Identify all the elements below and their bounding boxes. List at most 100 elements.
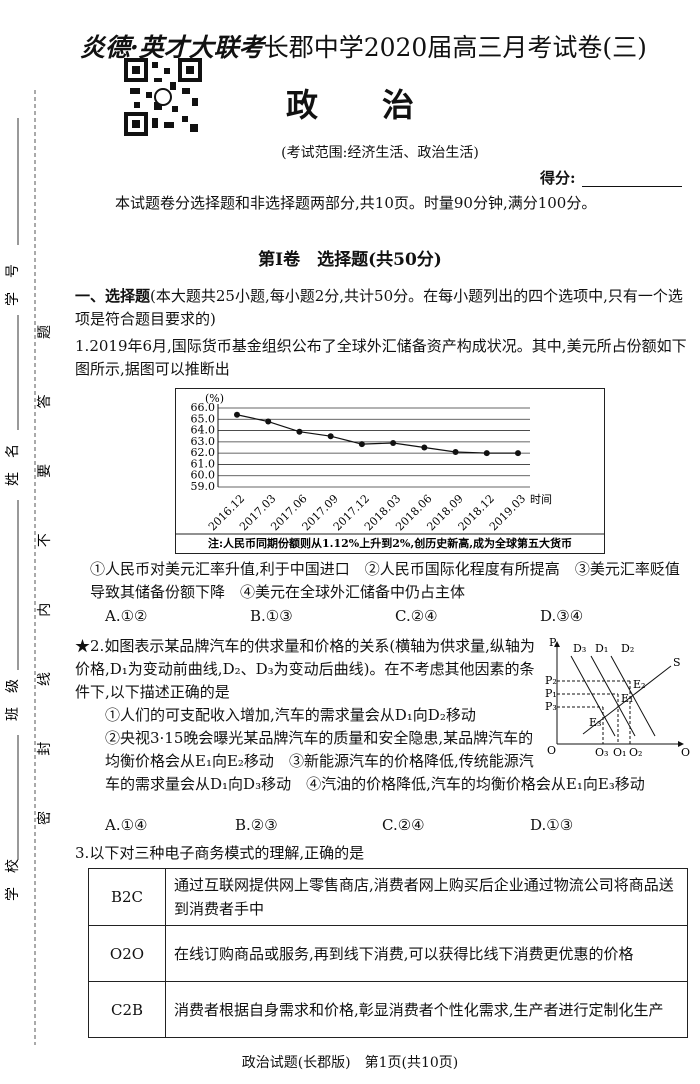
statement: ②央视3·15晚会曝光某品牌汽车的质量和安全隐患,某品牌汽车的均衡价格会从E₁向…	[105, 729, 534, 770]
data-line	[236, 414, 518, 454]
subject: 政 治	[285, 86, 414, 124]
y-tick-label: 64.0	[191, 424, 216, 437]
question-number: 3.	[75, 844, 90, 862]
option: B.②③	[235, 816, 278, 834]
table-cell: C2B	[88, 981, 166, 1038]
unit-label: (%)	[205, 392, 224, 405]
score-line	[582, 186, 682, 187]
data-point	[296, 428, 303, 435]
origin-label: O	[547, 744, 556, 756]
question-number: 1.	[75, 337, 90, 355]
intro: 本试题卷分选择题和非选择题两部分,共10页。时量90分钟,满分100分。	[115, 194, 597, 212]
option: C.②④	[382, 816, 425, 834]
question: 3.以下对三种电子商务模式的理解,正确的是	[75, 842, 364, 863]
statement: ③美元汇率贬值导致其储备份额下降	[90, 560, 680, 601]
y-tick-label: 60.0	[191, 469, 216, 482]
table-row: O2O 在线订购商品或服务,再到线下消费,可以获得比线下消费更优惠的价格	[88, 925, 688, 982]
data-point	[265, 418, 272, 425]
data-point	[421, 444, 428, 451]
mode-table: B2C 通过互联网提供网上零售商店,消费者网上购买后企业通过物流公司将商品送到消费…	[88, 868, 688, 1038]
chart-frame	[175, 388, 605, 554]
y-tick-label: 63.0	[191, 435, 216, 448]
data-point	[452, 449, 459, 456]
demand-curve	[610, 655, 656, 737]
seal-notice: 密封线内不要答题	[36, 325, 53, 825]
field-label: 学 校	[4, 859, 21, 901]
option: A.①②	[105, 607, 148, 625]
question-stem: 2019年6月,国际货币基金组织公布了全球外汇储备资产构成状况。其中,美元所占份…	[75, 337, 687, 378]
table-cell: 通过互联网提供网上零售商店,消费者网上购买后企业通过物流公司将商品送到消费者手中	[165, 868, 688, 926]
axis-label: Q	[681, 746, 690, 756]
data-point	[327, 433, 334, 440]
table-cell: 消费者根据自身需求和价格,彰显消费者个性化需求,生产者进行定制化生产	[165, 981, 688, 1038]
quantity-label: Q₁	[613, 746, 626, 756]
field-label: 姓 名	[5, 444, 21, 486]
data-point	[234, 411, 240, 418]
y-tick-label: 59.0	[191, 480, 216, 493]
quantity-label: Q₂	[629, 746, 642, 756]
chart-note: 注:人民币同期份额则从1.12%上升到2%,创历史新高,成为全球第五大货币	[208, 536, 572, 550]
statement: ①人们的可支配收入增加,汽车的需求量会从D₁向D₂移动	[105, 706, 476, 724]
curve-label: D₂	[621, 642, 634, 655]
quantity-label: Q₃	[595, 746, 608, 756]
price-label: P₁	[545, 687, 557, 700]
binding-margin: 学 号 姓 名 班 级 学 校 密封线内不要答题	[4, 90, 53, 1045]
option: B.①③	[250, 607, 293, 625]
data-point	[358, 441, 365, 448]
exam-scope: (考试范围:经济生活、政治生活)	[281, 145, 479, 161]
title: 长郡中学2020届高三月考试卷(三)	[263, 33, 647, 62]
score-label: 得分:	[540, 169, 576, 187]
statement: ①人民币对美元汇率升值,利于中国进口	[90, 560, 350, 578]
price-label: P₃	[545, 700, 557, 713]
exam-title: 炎德·英才大联考长郡中学2020届高三月考试卷(三)	[80, 28, 690, 64]
table-cell: O2O	[88, 925, 166, 982]
page-footer: 政治试题(长郡版) 第1页(共10页)	[241, 1055, 459, 1071]
field-label: 班 级	[5, 679, 21, 721]
option: D.③④	[540, 607, 584, 625]
table-cell: 在线订购商品或服务,再到线下消费,可以获得比线下消费更优惠的价格	[165, 925, 688, 982]
table-cell: B2C	[88, 868, 166, 926]
x-axis-label: 时间	[530, 493, 552, 506]
axis-label: P	[549, 636, 557, 649]
curve-label: D₁	[595, 642, 608, 655]
question: ★2.如图表示某品牌汽车的供求量和价格的关系(横轴为供求量,纵轴为价格,D₁为变…	[75, 635, 687, 796]
demand-curve	[590, 655, 636, 737]
question: 1.2019年6月,国际货币基金组织公布了全球外汇储备资产构成状况。其中,美元所…	[75, 335, 687, 381]
y-tick-label: 62.0	[191, 446, 216, 459]
statement: ③新能源汽车的价格降低,传统能源汽车的需求量会从D₁向D₃移动	[105, 752, 534, 793]
section-heading: 一、选择题	[75, 287, 151, 305]
statements: ①人民币对美元汇率升值,利于中国进口 ②人民币国际化程度有所提高 ③美元汇率贬值…	[90, 558, 687, 604]
line-chart: (%) 时间 注:人民币同期份额则从1.12%上升到2%,创历史新高,成为全球第…	[175, 388, 605, 554]
point-label: E₁	[621, 692, 633, 705]
curve-label: S	[673, 656, 681, 669]
statement: ②人民币国际化程度有所提高	[364, 560, 560, 578]
demand-curve	[570, 655, 616, 737]
point-label: E₃	[589, 716, 601, 729]
option: C.②④	[395, 607, 438, 625]
y-tick-label: 65.0	[191, 412, 216, 425]
point-label: E₂	[633, 678, 645, 691]
brand: 炎德·英才大联考	[80, 33, 264, 62]
data-point	[515, 450, 521, 457]
qr-code	[124, 58, 202, 136]
section: 一、选择题(本大题共25小题,每小题2分,共计50分。在每小题列出的四个选项中,…	[75, 285, 687, 331]
statement: ④汽油的价格降低,汽车的均衡价格会从E₁向E₃移动	[306, 775, 645, 793]
table-row: B2C 通过互联网提供网上零售商店,消费者网上购买后企业通过物流公司将商品送到消费…	[88, 868, 688, 926]
data-point	[483, 450, 490, 457]
field-label: 学 号	[5, 264, 21, 306]
supply-curve	[582, 665, 672, 735]
data-point	[390, 439, 397, 446]
option: D.①③	[530, 816, 574, 834]
curve-label: D₃	[573, 642, 586, 655]
statements: ②央视3·15晚会曝光某品牌汽车的质量和安全隐患,某品牌汽车的均衡价格会从E₁向…	[75, 727, 687, 796]
statement: ④美元在全球外汇储备中仍占主体	[240, 583, 466, 601]
question-stem: 如图表示某品牌汽车的供求量和价格的关系(横轴为供求量,纵轴为价格,D₁为变动前曲…	[75, 637, 535, 701]
table-row: C2B 消费者根据自身需求和价格,彰显消费者个性化需求,生产者进行定制化生产	[88, 981, 688, 1038]
y-tick-label: 66.0	[191, 401, 216, 414]
section-instruction: (本大题共25小题,每小题2分,共计50分。在每小题列出的四个选项中,只有一个选…	[75, 287, 683, 328]
part-title: 第Ⅰ卷 选择题(共50分)	[258, 250, 442, 270]
supply-demand-diagram: P Q O S D₃ D₁ D₂ P₂ P₁ P₃ E₂ E₁ E₃ Q₃ Q₁…	[545, 636, 690, 756]
y-tick-label: 61.0	[191, 457, 216, 470]
